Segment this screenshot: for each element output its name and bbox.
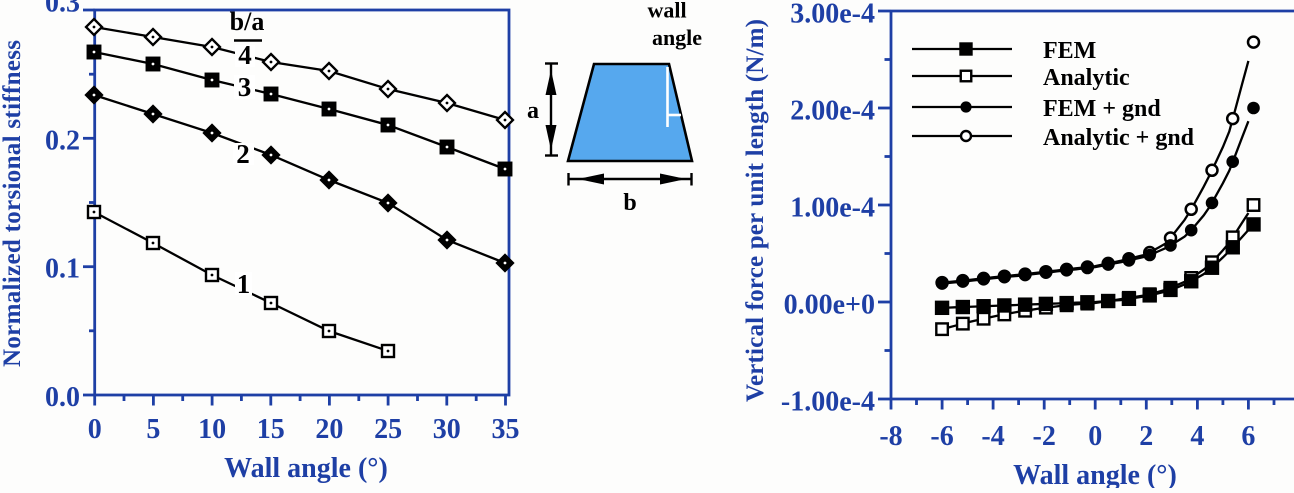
svg-text:0: 0 — [88, 414, 102, 445]
svg-text:Wall angle (°): Wall angle (°) — [224, 453, 388, 484]
svg-text:15: 15 — [257, 414, 285, 445]
svg-text:FEM + gnd: FEM + gnd — [1043, 96, 1161, 122]
svg-text:3: 3 — [238, 72, 252, 102]
svg-text:FEM: FEM — [1043, 38, 1096, 64]
svg-text:30: 30 — [433, 414, 461, 445]
svg-text:-4: -4 — [981, 421, 1004, 452]
svg-text:10: 10 — [198, 414, 226, 445]
svg-text:1.00e-4: 1.00e-4 — [790, 193, 875, 224]
svg-text:Analytic + gnd: Analytic + gnd — [1043, 125, 1195, 151]
svg-text:0.00e+0: 0.00e+0 — [784, 290, 875, 321]
svg-text:Normalized torsional stiffness: Normalized torsional stiffness — [0, 40, 26, 367]
svg-text:35: 35 — [492, 414, 520, 445]
svg-text:b: b — [623, 190, 636, 216]
svg-text:0.1: 0.1 — [45, 254, 80, 285]
svg-text:angle: angle — [652, 25, 702, 50]
svg-text:25: 25 — [374, 414, 402, 445]
svg-text:0.0: 0.0 — [45, 382, 80, 413]
svg-text:-2: -2 — [1033, 421, 1056, 452]
svg-text:6: 6 — [1241, 421, 1255, 452]
svg-text:3.00e-4: 3.00e-4 — [790, 0, 875, 30]
svg-text:-6: -6 — [930, 421, 953, 452]
svg-text:0.3: 0.3 — [45, 0, 80, 19]
svg-text:Analytic: Analytic — [1043, 65, 1130, 91]
svg-text:5: 5 — [146, 414, 160, 445]
svg-text:4: 4 — [238, 40, 252, 70]
svg-text:20: 20 — [315, 414, 343, 445]
svg-text:wall: wall — [647, 0, 686, 23]
svg-text:2.00e-4: 2.00e-4 — [790, 96, 875, 127]
svg-text:b/a: b/a — [230, 7, 265, 36]
svg-text:-1.00e-4: -1.00e-4 — [781, 387, 875, 418]
svg-text:0: 0 — [1088, 421, 1102, 452]
svg-text:Vertical force per unit length: Vertical force per unit length (N/m) — [742, 19, 769, 402]
svg-text:-8: -8 — [879, 421, 902, 452]
svg-text:a: a — [527, 98, 539, 124]
svg-text:1: 1 — [237, 269, 251, 299]
svg-text:0.2: 0.2 — [45, 125, 80, 156]
svg-text:Wall angle (°): Wall angle (°) — [1013, 460, 1177, 488]
svg-text:2: 2 — [1139, 421, 1153, 452]
svg-text:4: 4 — [1190, 421, 1204, 452]
svg-text:2: 2 — [236, 139, 250, 169]
